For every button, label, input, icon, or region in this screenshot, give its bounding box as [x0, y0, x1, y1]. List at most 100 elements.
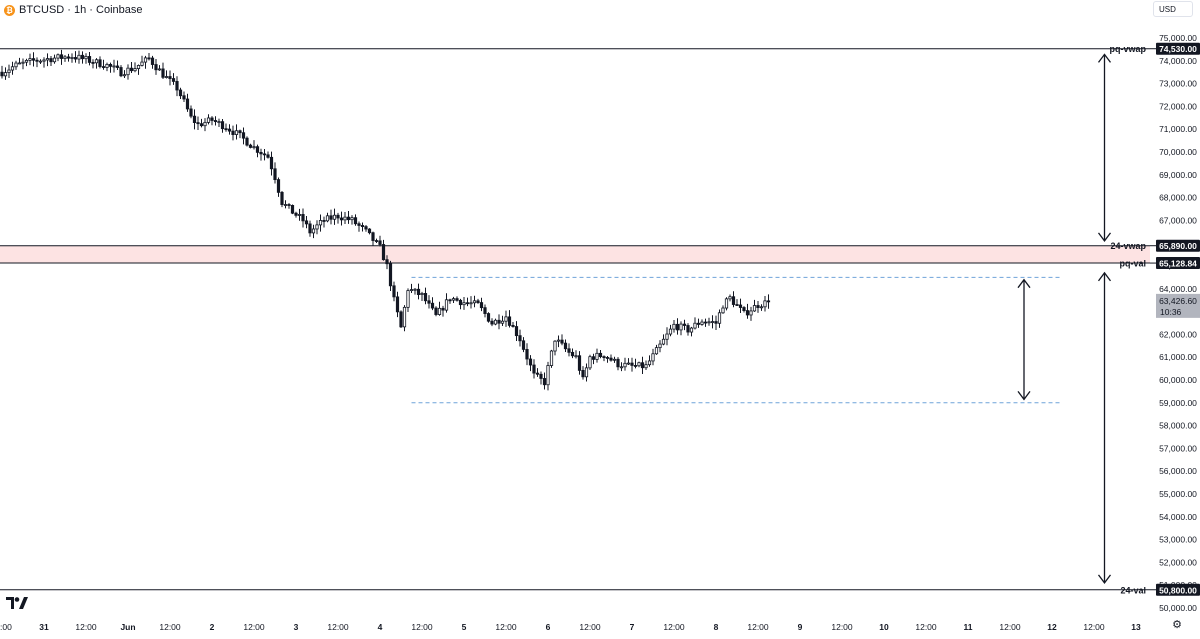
candle-body [682, 323, 687, 326]
gear-icon[interactable]: ⚙ [1172, 618, 1182, 631]
candle [455, 296, 459, 302]
candle-body [49, 58, 53, 63]
candle-body [143, 57, 148, 63]
candle-body [395, 296, 400, 313]
candle-body [115, 65, 120, 68]
candle [577, 351, 582, 375]
candle-body [273, 168, 277, 181]
candle-body [42, 59, 46, 62]
candle [248, 143, 253, 149]
bitcoin-icon: ₿ [4, 4, 15, 16]
time-tick-label: 12:00 [411, 622, 433, 632]
candle [385, 255, 389, 270]
time-tick-label: 6 [546, 622, 551, 632]
candle-body [735, 304, 739, 306]
candle [413, 288, 417, 295]
candle-body [364, 226, 368, 230]
candle [112, 59, 116, 73]
candle [140, 55, 144, 67]
price-tick-label: 67,000.00 [1159, 215, 1197, 225]
price-tick-label: 70,000.00 [1159, 147, 1197, 157]
candle-body [745, 310, 750, 316]
candle [38, 59, 43, 64]
candle [332, 208, 337, 225]
tradingview-logo[interactable] [6, 596, 28, 610]
double-arrow-2 [1017, 278, 1031, 401]
horizontal-levels [0, 48, 1150, 591]
price-tick-label: 60,000.00 [1159, 375, 1197, 385]
candle-body [556, 339, 561, 342]
candle [14, 60, 18, 70]
chart-header: ₿ BTCUSD · 1h · Coinbase [4, 3, 143, 17]
candle-body [343, 216, 347, 221]
candle-body [633, 365, 638, 367]
candle [7, 64, 11, 78]
candle [273, 162, 277, 184]
candle-body [504, 316, 508, 322]
current-price-tag [1156, 293, 1200, 318]
candle [406, 288, 410, 312]
candle [591, 353, 596, 365]
candle [133, 62, 137, 73]
candle [717, 309, 722, 328]
candle [651, 348, 655, 366]
candle [259, 148, 263, 161]
candle [738, 298, 743, 313]
candle-body [700, 321, 704, 325]
candle [514, 321, 519, 342]
candle-body [52, 57, 57, 63]
candle-body [724, 298, 729, 309]
candle-body [105, 63, 109, 68]
candle-body [686, 325, 690, 333]
candle [364, 225, 368, 232]
candle [700, 319, 704, 326]
candle-body [308, 223, 312, 234]
time-tick-label: 9 [798, 622, 803, 632]
candle-body [80, 54, 85, 60]
candle-body [66, 56, 71, 59]
price-tick-label: 58,000.00 [1159, 421, 1197, 431]
candle [479, 297, 484, 312]
candle-body [553, 340, 557, 352]
candle-body [532, 364, 536, 374]
level-price-tag-24-val [1156, 583, 1200, 596]
candle-body [360, 225, 365, 228]
time-tick-label: 12:00 [495, 622, 517, 632]
price-tick-label: 72,000.00 [1159, 101, 1197, 111]
candle-body [147, 57, 151, 60]
candle-body [84, 56, 88, 60]
candle-body [357, 223, 361, 226]
candle-body [525, 349, 529, 360]
candle-body [644, 364, 648, 369]
candle-body [241, 132, 246, 139]
candle [276, 177, 281, 197]
candle [157, 65, 162, 71]
time-tick-label: 31 [39, 622, 49, 632]
candle-body [45, 58, 50, 61]
candle-body [437, 307, 442, 315]
candle-body [17, 62, 22, 65]
candle [619, 362, 624, 372]
candle [388, 260, 393, 291]
currency-button[interactable]: USD [1153, 1, 1193, 17]
candle-body [59, 54, 64, 59]
candle [535, 368, 540, 377]
candle-body [402, 306, 407, 328]
candle [441, 305, 445, 317]
candle-body [469, 302, 473, 305]
symbol-title[interactable]: BTCUSD · 1h · Coinbase [19, 4, 143, 16]
candle [154, 59, 158, 75]
candle-body [119, 67, 123, 77]
candle-body [406, 290, 410, 308]
candle-body [756, 305, 760, 308]
candle [357, 221, 361, 232]
candle [490, 318, 494, 327]
candle [325, 212, 330, 223]
candle [10, 61, 15, 75]
candle [444, 293, 449, 313]
candle [689, 326, 694, 337]
candle-body [182, 95, 186, 100]
candle-body [560, 339, 564, 344]
